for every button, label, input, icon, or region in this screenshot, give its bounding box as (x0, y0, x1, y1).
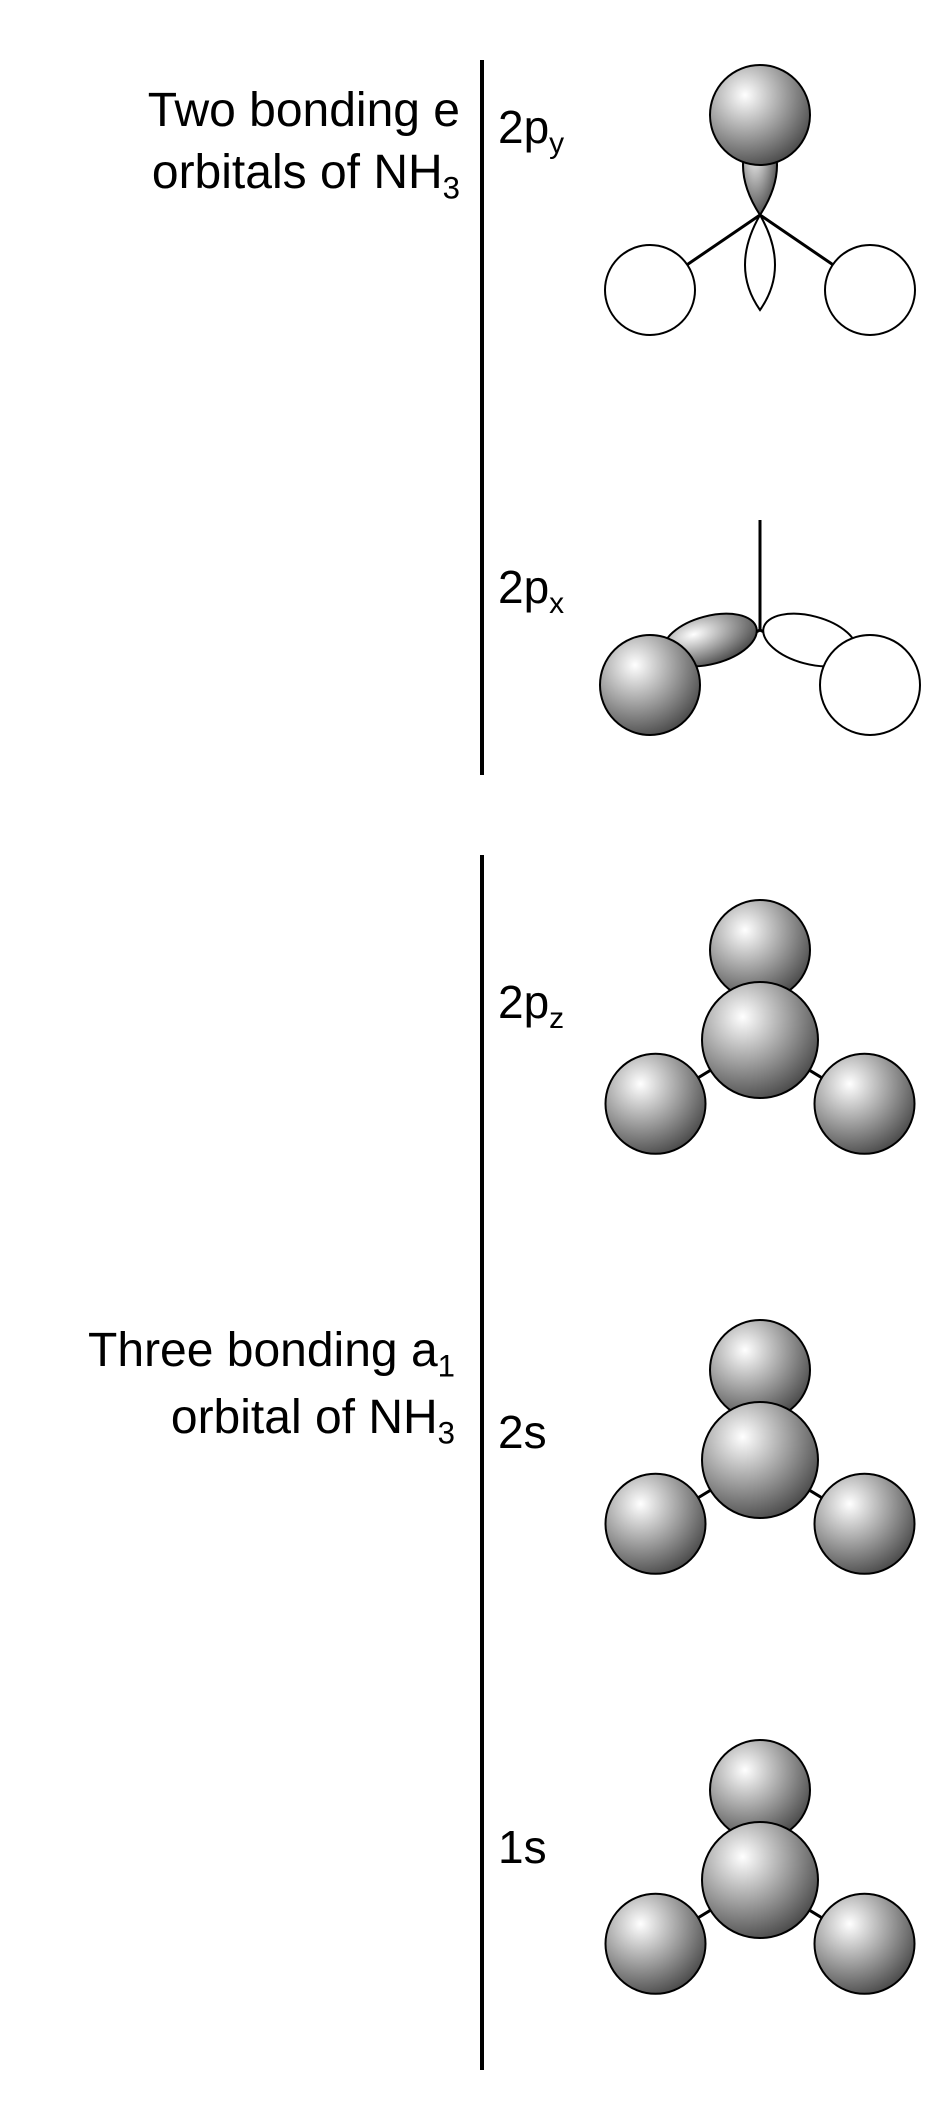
orbital-label-1s: 1s (498, 1820, 547, 1874)
orbital-diagram-1s (590, 1710, 940, 2050)
orbital-diagram-2pz (590, 870, 940, 1210)
orbital-diagram-2px (590, 460, 940, 800)
vertical-divider (480, 855, 484, 2070)
orbital-diagram-2s (590, 1290, 940, 1630)
label-line: orbital of NH3 (171, 1391, 455, 1444)
section-label-e-orbitals: Two bonding e orbitals of NH3 (30, 80, 460, 210)
orbital-label-2py: 2py (498, 100, 564, 161)
vertical-divider (480, 60, 484, 775)
label-line: orbitals of NH3 (152, 146, 460, 199)
label-line: Three bonding a1 (88, 1324, 455, 1377)
orbital-label-2px: 2px (498, 560, 564, 621)
label-line: Two bonding e (148, 84, 460, 137)
orbital-diagram-2py (590, 60, 940, 400)
orbital-label-2pz: 2pz (498, 975, 564, 1036)
orbital-label-2s: 2s (498, 1405, 547, 1459)
section-label-a1-orbitals: Three bonding a1 orbital of NH3 (10, 1320, 455, 1454)
